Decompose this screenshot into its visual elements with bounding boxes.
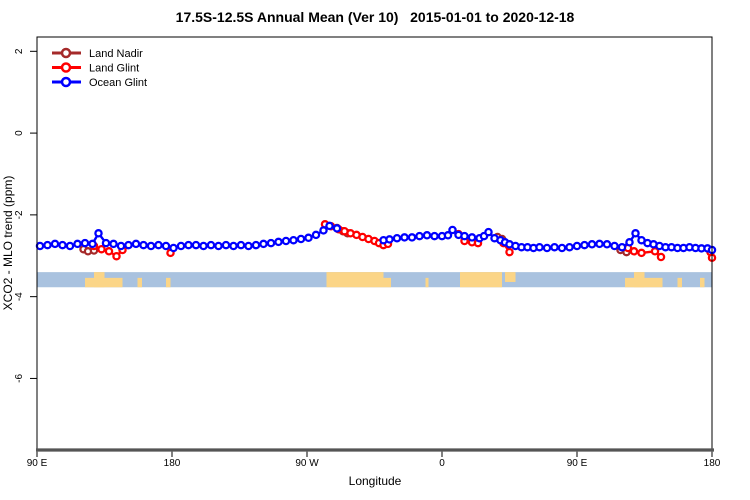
y-axis-label: XCO2 - MLO trend (ppm) [1, 176, 15, 311]
y-tick-label: -4 [14, 292, 25, 301]
legend-entry-land-glint: Land Glint [52, 62, 139, 75]
x-tick-label: 90 E [27, 458, 48, 469]
chart-title: 17.5S-12.5S Annual Mean (Ver 10) 2015-01… [176, 9, 575, 25]
x-axis-label: Longitude [349, 474, 402, 488]
x-tick-label: 90 E [567, 458, 588, 469]
tick-label-layer: 2 0 -2 -4 -6 90 E 180 90 W 0 90 E 180 [14, 48, 721, 469]
legend-label-land-nadir: Land Nadir [89, 48, 143, 60]
legend-entry-ocean-glint: Ocean Glint [52, 76, 147, 89]
legend-entry-land-nadir: Land Nadir [52, 47, 143, 60]
x-tick-label: 90 W [295, 458, 319, 469]
land-nadir-circle-marker [60, 47, 72, 59]
y-tick-label: 0 [14, 130, 25, 136]
series-layer [35, 220, 717, 263]
legend-label-land-glint: Land Glint [89, 63, 139, 75]
y-tick-label: 2 [14, 48, 25, 54]
x-tick-label: 180 [164, 458, 181, 469]
map-strip-layer [37, 272, 712, 288]
land-glint-circle-marker [60, 62, 72, 73]
ocean-glint-circle-marker [60, 76, 72, 88]
y-tick-label: -2 [14, 210, 25, 219]
legend: Land Nadir Land Glint Ocean Glint [52, 47, 147, 89]
x-tick-label: 180 [704, 458, 721, 469]
legend-label-ocean-glint: Ocean Glint [89, 77, 147, 89]
x-tick-label: 0 [439, 458, 445, 469]
y-tick-label: -6 [14, 374, 25, 383]
plot-frame-layer [30, 36, 714, 457]
